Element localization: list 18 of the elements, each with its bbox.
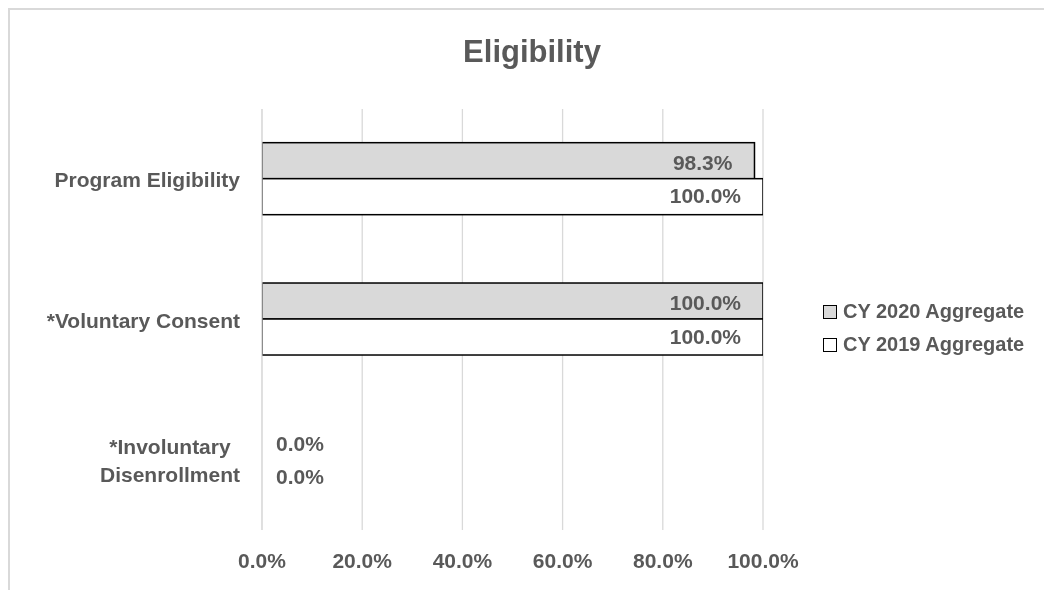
x-tick-label: 60.0%: [532, 548, 593, 572]
y-tick-label: Program Eligibility: [54, 167, 241, 191]
data-label: 0.0%: [276, 465, 325, 489]
data-label: 100.0%: [669, 184, 742, 208]
x-tick-label: 40.0%: [432, 548, 493, 572]
legend-label: CY 2020 Aggregate: [843, 300, 1025, 323]
x-tick-label: 100.0%: [727, 548, 799, 572]
y-tick-label: *Voluntary Consent: [46, 308, 241, 331]
data-label: 0.0%: [276, 431, 325, 455]
data-label: 100.0%: [669, 324, 742, 348]
legend-label: CY 2019 Aggregate: [843, 333, 1025, 356]
x-tick-label: 80.0%: [633, 548, 693, 572]
x-tick-label: 20.0%: [332, 548, 393, 572]
y-tick-label: *Involuntary Disenrollment: [99, 434, 240, 486]
chart-title: Eligibility: [463, 34, 601, 70]
data-label: 98.3%: [672, 150, 733, 174]
data-label: 100.0%: [669, 291, 742, 315]
x-tick-label: 0.0%: [238, 548, 287, 572]
